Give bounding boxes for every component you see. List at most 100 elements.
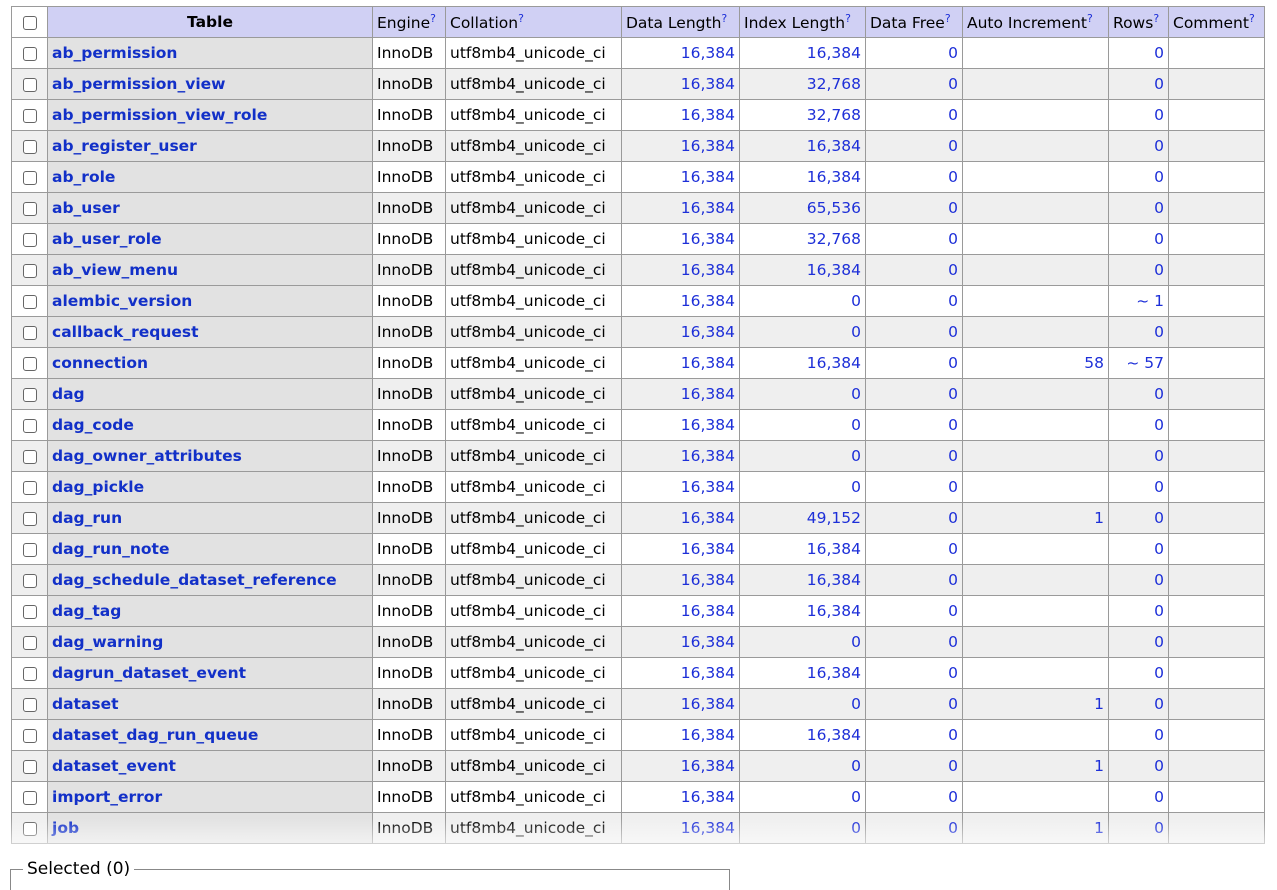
row-checkbox[interactable] (22, 46, 37, 61)
data-free-help-link[interactable]: ? (944, 11, 951, 25)
row-checkbox[interactable] (22, 387, 37, 402)
table-name-link[interactable]: dag (52, 385, 85, 403)
cell-comment (1168, 99, 1265, 131)
table-name-link[interactable]: dataset_event (52, 757, 176, 775)
column-header-index-length[interactable]: Index Length? (739, 6, 866, 38)
cell-comment (1168, 130, 1265, 162)
row-checkbox[interactable] (22, 294, 37, 309)
column-header-auto-increment[interactable]: Auto Increment? (962, 6, 1109, 38)
column-header-data-free-label: Data Free (870, 14, 945, 33)
table-name-link[interactable]: ab_register_user (52, 137, 197, 155)
index-length-help-link[interactable]: ? (845, 11, 851, 25)
cell-engine: InnoDB (372, 626, 446, 658)
table-name-link[interactable]: dataset (52, 695, 119, 713)
cell-index-length: 32,768 (739, 223, 866, 255)
row-checkbox[interactable] (22, 604, 37, 619)
row-checkbox[interactable] (22, 170, 37, 185)
column-header-table[interactable]: Table (47, 6, 373, 38)
table-name-link[interactable]: ab_user_role (52, 230, 162, 248)
row-checkbox[interactable] (22, 697, 37, 712)
cell-engine: InnoDB (372, 564, 446, 596)
row-checkbox[interactable] (22, 480, 37, 495)
table-row: ab_permission InnoDB utf8mb4_unicode_ci 16,… (11, 37, 1265, 69)
select-all-checkbox[interactable] (22, 15, 37, 30)
table-name-link[interactable]: ab_user (52, 199, 120, 217)
row-checkbox[interactable] (22, 573, 37, 588)
row-checkbox[interactable] (22, 232, 37, 247)
table-name-link[interactable]: ab_permission_view_role (52, 106, 268, 124)
cell-auto-increment (962, 161, 1109, 193)
cell-rows: 0 (1108, 254, 1169, 286)
data-length-help-link[interactable]: ? (721, 11, 728, 25)
row-checkbox[interactable] (22, 728, 37, 743)
comment-help-link[interactable]: ? (1248, 11, 1255, 25)
table-name-link[interactable]: ab_permission_view (52, 75, 226, 93)
table-name-link[interactable]: ab_role (52, 168, 116, 186)
cell-auto-increment (962, 781, 1109, 813)
table-name-link[interactable]: ab_permission (52, 44, 178, 62)
rows-help-link[interactable]: ? (1153, 11, 1160, 25)
table-name-link[interactable]: dag_owner_attributes (52, 447, 242, 465)
cell-collation: utf8mb4_unicode_ci (445, 37, 622, 69)
row-checkbox-cell (11, 595, 48, 627)
cell-data-length: 16,384 (621, 285, 740, 317)
row-checkbox[interactable] (22, 418, 37, 433)
row-checkbox[interactable] (22, 542, 37, 557)
table-name-link[interactable]: dag_tag (52, 602, 122, 620)
row-checkbox[interactable] (22, 790, 37, 805)
row-checkbox[interactable] (22, 449, 37, 464)
row-checkbox[interactable] (22, 821, 37, 836)
table-name-link[interactable]: dag_pickle (52, 478, 145, 496)
table-name-link[interactable]: dag_run_note (52, 540, 170, 558)
table-row: ab_user_role InnoDB utf8mb4_unicode_ci 16,3… (11, 223, 1265, 255)
column-header-collation[interactable]: Collation? (445, 6, 622, 38)
row-checkbox[interactable] (22, 139, 37, 154)
table-name-link[interactable]: dataset_dag_run_queue (52, 726, 259, 744)
row-checkbox-cell (11, 68, 48, 100)
cell-auto-increment (962, 316, 1109, 348)
cell-index-length: 49,152 (739, 502, 866, 534)
cell-data-length: 16,384 (621, 750, 740, 782)
table-name-link[interactable]: ab_view_menu (52, 261, 179, 279)
row-checkbox[interactable] (22, 201, 37, 216)
row-checkbox[interactable] (22, 325, 37, 340)
collation-help-link[interactable]: ? (518, 11, 524, 25)
row-checkbox[interactable] (22, 263, 37, 278)
table-name-link[interactable]: dag_warning (52, 633, 164, 651)
table-name-link[interactable]: connection (52, 354, 149, 372)
cell-collation: utf8mb4_unicode_ci (445, 533, 622, 565)
table-name-cell: ab_role (47, 161, 373, 193)
row-checkbox[interactable] (22, 108, 37, 123)
cell-collation: utf8mb4_unicode_ci (445, 409, 622, 441)
table-name-link[interactable]: alembic_version (52, 292, 193, 310)
cell-rows: ~ 57 (1108, 347, 1169, 379)
row-checkbox[interactable] (22, 356, 37, 371)
column-header-engine[interactable]: Engine? (372, 6, 446, 38)
table-row: dag_warning InnoDB utf8mb4_unicode_ci 16,38… (11, 626, 1265, 658)
cell-comment (1168, 161, 1265, 193)
cell-collation: utf8mb4_unicode_ci (445, 285, 622, 317)
cell-index-length: 16,384 (739, 595, 866, 627)
row-checkbox[interactable] (22, 759, 37, 774)
table-name-link[interactable]: dag_code (52, 416, 134, 434)
cell-comment (1168, 781, 1265, 813)
table-name-link[interactable]: dagrun_dataset_event (52, 664, 247, 682)
column-header-data-free[interactable]: Data Free? (865, 6, 963, 38)
auto-increment-help-link[interactable]: ? (1086, 11, 1093, 25)
engine-help-link[interactable]: ? (430, 11, 436, 25)
table-name-link[interactable]: dag_run (52, 509, 123, 527)
table-name-link[interactable]: dag_schedule_dataset_reference (52, 571, 337, 589)
row-checkbox[interactable] (22, 635, 37, 650)
table-name-link[interactable]: callback_request (52, 323, 199, 341)
row-checkbox[interactable] (22, 666, 37, 681)
column-header-comment[interactable]: Comment? (1168, 6, 1265, 38)
column-header-data-length[interactable]: Data Length? (621, 6, 740, 38)
cell-index-length: 0 (739, 781, 866, 813)
row-checkbox[interactable] (22, 77, 37, 92)
table-name-link[interactable]: job (52, 819, 80, 837)
row-checkbox[interactable] (22, 511, 37, 526)
cell-auto-increment: 1 (962, 812, 1109, 844)
table-row: ab_user InnoDB utf8mb4_unicode_ci 16,384 65,… (11, 192, 1265, 224)
table-name-link[interactable]: import_error (52, 788, 163, 806)
column-header-rows[interactable]: Rows? (1108, 6, 1169, 38)
